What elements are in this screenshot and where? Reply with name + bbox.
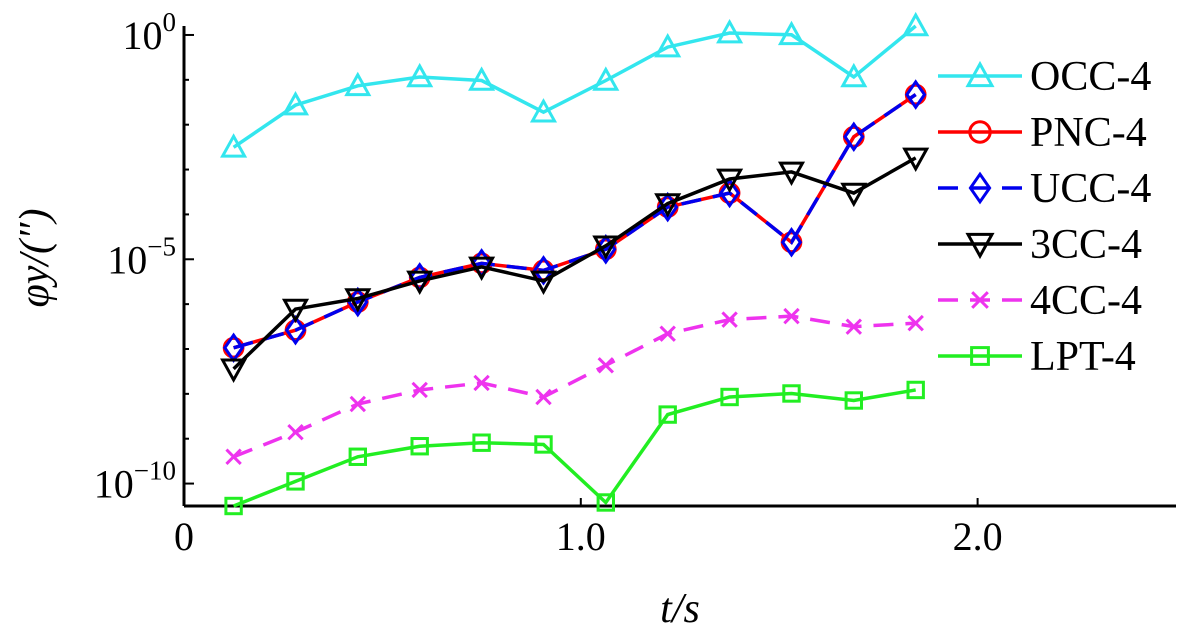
data-point-LPT-4-2: [348, 447, 367, 466]
data-point-4CC-4-8: [721, 311, 738, 328]
legend: OCC-4 PNC-4 UCC-4 3CC-4 4CC-4 LPT-4: [938, 54, 1151, 380]
plot-area: 0 1.0 2.0 100 10−5 10−10: [94, 7, 1176, 559]
data-point-3CC-4-5: [529, 270, 558, 296]
data-point-LPT-4-11: [906, 380, 925, 400]
x-tick-label-0: 0: [174, 514, 194, 559]
legend-marker-UCC-4: [968, 171, 992, 205]
data-point-3CC-4-8: [716, 168, 744, 194]
data-point-UCC-4-1: [284, 314, 307, 346]
legend-marker-OCC-4: [965, 60, 995, 88]
series-line-OCC-4: [232, 24, 917, 149]
series-line-4CC-4: [232, 314, 916, 459]
y-tick-label-2: 10−10: [94, 456, 176, 507]
x-axis-title: t/s: [660, 586, 700, 632]
y-axis-title-text: φy/(″): [12, 208, 58, 307]
data-point-LPT-4-0: [224, 496, 243, 516]
data-point-LPT-4-9: [782, 384, 801, 403]
data-point-UCC-4-9: [780, 226, 803, 258]
data-point-3CC-4-4: [468, 256, 496, 281]
x-ticks: 0 1.0 2.0: [174, 498, 1003, 559]
x-tick-label-2: 2.0: [953, 514, 1003, 559]
data-point-OCC-4-10: [840, 62, 868, 88]
data-point-UCC-4-5: [532, 255, 555, 286]
legend-marker-4CC-4: [971, 291, 989, 309]
data-point-3CC-4-0: [220, 358, 248, 383]
data-point-3CC-4-10: [840, 182, 868, 208]
legend-label-UCC-4: UCC-4: [1030, 166, 1151, 212]
series-3CC-4: [220, 147, 930, 383]
legend-label-LPT-4: LPT-4: [1030, 334, 1136, 380]
data-point-4CC-4-7: [659, 325, 676, 342]
series-LPT-4: [224, 380, 925, 516]
data-point-OCC-4-8: [716, 18, 744, 44]
series-OCC-4: [220, 11, 930, 158]
legend-label-4CC-4: 4CC-4: [1030, 278, 1142, 324]
legend-marker-3CC-4: [965, 232, 995, 260]
legend-label-3CC-4: 3CC-4: [1030, 222, 1142, 268]
legend-marker-LPT-4: [970, 346, 990, 366]
series-line-3CC-4: [232, 156, 917, 371]
series-line-PNC-4: [233, 93, 917, 350]
data-point-4CC-4-2: [349, 395, 367, 413]
data-point-LPT-4-8: [720, 387, 739, 407]
data-point-4CC-4-1: [287, 423, 304, 441]
data-point-OCC-4-6: [592, 66, 620, 91]
y-ticks: 100 10−5 10−10: [94, 7, 194, 507]
y-tick-label-0: 100: [123, 7, 177, 58]
series-4CC-4: [225, 307, 924, 465]
data-point-3CC-4-1: [281, 298, 310, 324]
data-point-LPT-4-3: [410, 437, 429, 456]
data-point-OCC-4-11: [902, 11, 930, 37]
data-point-LPT-4-4: [472, 433, 491, 452]
x-tick-label-1: 1.0: [556, 514, 606, 559]
y-tick-label-1: 10−5: [107, 231, 176, 282]
data-point-UCC-4-10: [843, 121, 865, 153]
series-UCC-4: [222, 79, 927, 364]
data-point-3CC-4-7: [654, 193, 682, 218]
data-point-UCC-4-11: [905, 79, 927, 110]
data-point-3CC-4-11: [902, 147, 930, 172]
data-point-OCC-4-2: [344, 71, 372, 97]
data-point-3CC-4-9: [777, 161, 806, 187]
data-point-UCC-4-8: [718, 177, 741, 209]
series-layer: [220, 11, 930, 516]
data-point-4CC-4-10: [845, 318, 863, 335]
data-point-3CC-4-2: [344, 288, 372, 313]
data-point-OCC-4-5: [529, 98, 558, 123]
data-point-OCC-4-1: [281, 91, 310, 116]
legend-marker-PNC-4: [968, 120, 992, 144]
data-point-4CC-4-0: [225, 448, 242, 465]
legend-label-OCC-4: OCC-4: [1030, 54, 1151, 100]
data-point-4CC-4-11: [907, 314, 924, 332]
data-point-OCC-4-4: [468, 66, 496, 91]
series-line-LPT-4: [232, 388, 916, 508]
data-point-LPT-4-6: [596, 493, 615, 512]
data-point-LPT-4-1: [286, 472, 305, 491]
data-point-LPT-4-10: [844, 391, 863, 410]
data-point-OCC-4-0: [220, 133, 248, 158]
data-point-OCC-4-9: [777, 20, 806, 46]
data-point-4CC-4-6: [597, 357, 615, 374]
data-point-OCC-4-3: [406, 62, 434, 88]
data-point-3CC-4-6: [592, 235, 620, 260]
data-point-OCC-4-7: [654, 33, 682, 58]
data-point-4CC-4-9: [783, 307, 800, 325]
data-point-LPT-4-7: [658, 405, 677, 424]
data-point-4CC-4-4: [473, 374, 490, 392]
y-axis-title: φy/(″): [12, 208, 58, 307]
legend-label-PNC-4: PNC-4: [1030, 110, 1147, 156]
data-point-4CC-4-5: [535, 388, 552, 406]
data-point-LPT-4-5: [534, 435, 553, 454]
data-point-4CC-4-3: [411, 381, 428, 399]
series-line-UCC-4: [233, 93, 917, 350]
data-point-3CC-4-3: [406, 270, 434, 296]
